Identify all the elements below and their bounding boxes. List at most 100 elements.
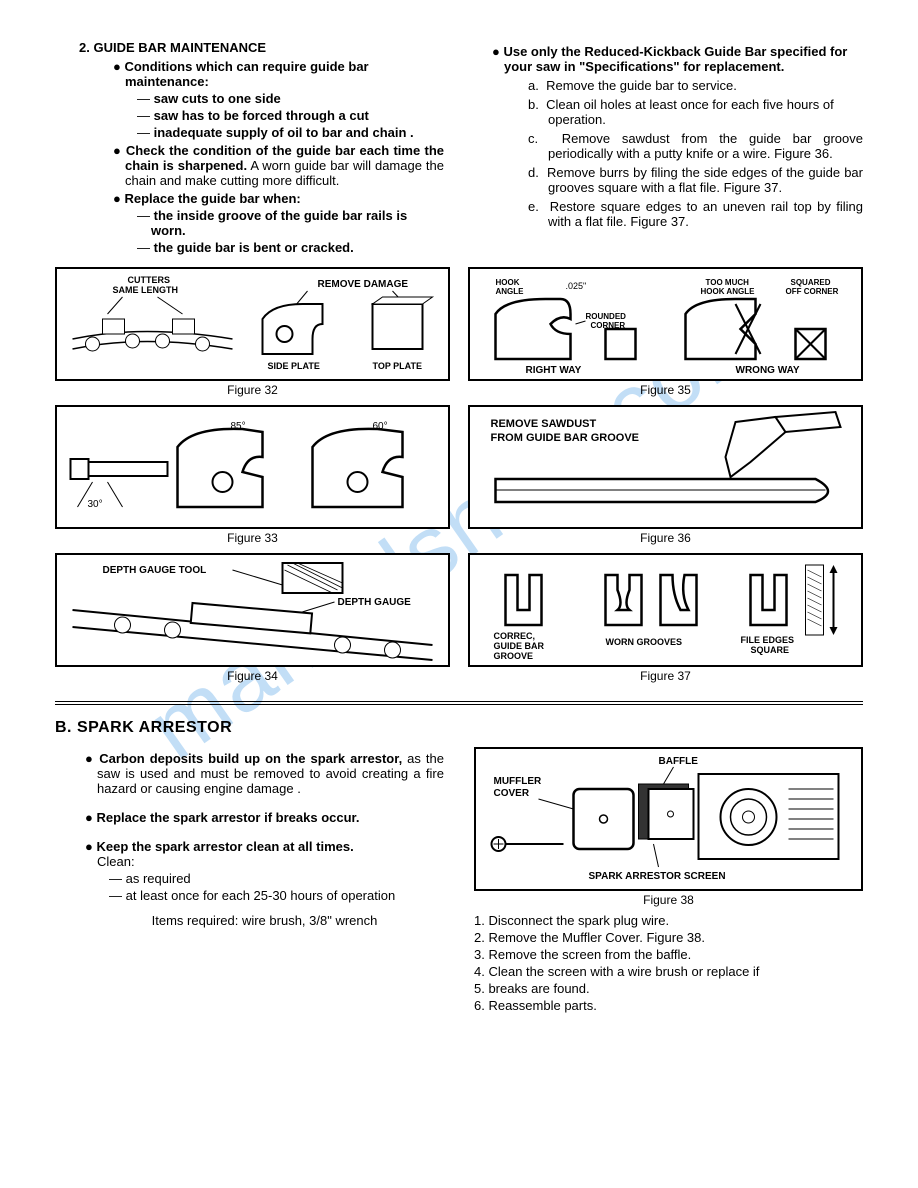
- figure-36-box: REMOVE SAWDUST FROM GUIDE BAR GROOVE: [468, 405, 863, 529]
- svg-text:GUIDE BAR: GUIDE BAR: [494, 641, 545, 651]
- figure-36-caption: Figure 36: [468, 531, 863, 545]
- svg-text:REMOVE DAMAGE: REMOVE DAMAGE: [318, 279, 409, 290]
- alpha-text: Remove burrs by filing the side edges of…: [547, 165, 863, 195]
- dash-text: the guide bar is bent or cracked.: [154, 240, 354, 255]
- dash-text: saw has to be forced through a cut: [154, 108, 369, 123]
- figure-32-caption: Figure 32: [55, 383, 450, 397]
- bullet-replace-lead: Replace the guide bar when:: [124, 191, 300, 206]
- svg-text:30°: 30°: [88, 499, 103, 510]
- step-b: b. Clean oil holes at least once for eac…: [528, 97, 863, 127]
- figure-row-3: DEPTH GAUGE TOOL DEPTH GAUGE Figure 34: [55, 553, 863, 683]
- section-2-title: GUIDE BAR MAINTENANCE: [93, 40, 266, 55]
- section-b-prefix: B.: [55, 719, 72, 736]
- alpha-text: Remove the guide bar to service.: [546, 78, 737, 93]
- svg-text:GROOVE: GROOVE: [494, 651, 534, 661]
- bullet-keep-clean: Keep the spark arrestor clean at all tim…: [85, 839, 444, 903]
- replace-arrestor-text: Replace the spark arrestor if breaks occ…: [96, 810, 359, 825]
- step-4: 4. Clean the screen with a wire brush or…: [474, 964, 863, 979]
- svg-text:SPARK ARRESTOR SCREEN: SPARK ARRESTOR SCREEN: [589, 871, 726, 882]
- bullet-replace-arrestor: Replace the spark arrestor if breaks occ…: [85, 810, 444, 825]
- figure-34-box: DEPTH GAUGE TOOL DEPTH GAUGE: [55, 553, 450, 667]
- step-c: c. Remove sawdust from the guide bar gro…: [528, 131, 863, 161]
- bullet-carbon: Carbon deposits build up on the spark ar…: [85, 751, 444, 796]
- dash-text: the inside groove of the guide bar rails…: [151, 208, 407, 238]
- svg-text:FILE EDGES: FILE EDGES: [741, 635, 795, 645]
- dash-groove-worn: the inside groove of the guide bar rails…: [137, 208, 444, 238]
- svg-text:FROM GUIDE BAR GROOVE: FROM GUIDE BAR GROOVE: [491, 432, 640, 444]
- svg-text:DEPTH GAUGE TOOL: DEPTH GAUGE TOOL: [103, 565, 207, 576]
- dash-text: at least once for each 25-30 hours of op…: [126, 888, 396, 903]
- page-content: 2. GUIDE BAR MAINTENANCE Conditions whic…: [55, 40, 863, 1017]
- bullet-check: Check the condition of the guide bar eac…: [113, 143, 444, 188]
- figure-35-svg: HOOKANGLE .025" TOO MUCHHOOK ANGLE SQUAR…: [470, 269, 861, 379]
- figure-33-svg: 85° 30° 60°: [57, 407, 448, 527]
- section-2-left: 2. GUIDE BAR MAINTENANCE Conditions whic…: [55, 40, 444, 259]
- svg-text:REMOVE SAWDUST: REMOVE SAWDUST: [491, 418, 597, 430]
- dash-text: saw cuts to one side: [154, 91, 281, 106]
- svg-text:SQUAREDOFF CORNER: SQUAREDOFF CORNER: [786, 278, 839, 296]
- section-b-title: SPARK ARRESTOR: [77, 719, 232, 736]
- svg-text:WRONG WAY: WRONG WAY: [736, 365, 800, 376]
- dash-text: inadequate supply of oil to bar and chai…: [154, 125, 414, 140]
- svg-text:CUTTERSSAME LENGTH: CUTTERSSAME LENGTH: [113, 275, 179, 295]
- alpha-text: Clean oil holes at least once for each f…: [546, 97, 834, 127]
- svg-text:60°: 60°: [373, 421, 388, 432]
- figure-36-svg: REMOVE SAWDUST FROM GUIDE BAR GROOVE: [470, 407, 861, 527]
- figure-37-caption: Figure 37: [468, 669, 863, 683]
- alpha-text: Restore square edges to an uneven rail t…: [548, 199, 863, 229]
- figure-33-box: 85° 30° 60°: [55, 405, 450, 529]
- section-b-columns: Carbon deposits build up on the spark ar…: [55, 747, 863, 1017]
- dash-25-30: at least once for each 25-30 hours of op…: [109, 888, 444, 903]
- section-2-left-bullets: Conditions which can require guide bar m…: [55, 59, 444, 255]
- figure-37-svg: CORREC, GUIDE BAR GROOVE WORN GROOVES FI…: [470, 555, 861, 665]
- alpha-letter: d.: [528, 165, 539, 180]
- dash-forced: saw has to be forced through a cut: [137, 108, 444, 123]
- step-e: e. Restore square edges to an uneven rai…: [528, 199, 863, 229]
- step-3: 3. Remove the screen from the baffle.: [474, 947, 863, 962]
- section-b-right: BAFFLE MUFFLER COVER: [474, 747, 863, 1017]
- bullet-replace: Replace the guide bar when: the inside g…: [113, 191, 444, 255]
- use-only-text: Use only the Reduced-Kickback Guide Bar …: [503, 44, 847, 74]
- svg-text:MUFFLER: MUFFLER: [494, 776, 543, 787]
- step-1: 1. Disconnect the spark plug wire.: [474, 913, 863, 928]
- figure-38-box: BAFFLE MUFFLER COVER: [474, 747, 863, 891]
- figure-32-svg: CUTTERSSAME LENGTH REMOVE DAMAGE SID: [57, 269, 448, 379]
- section-b-bullets: Carbon deposits build up on the spark ar…: [55, 751, 444, 903]
- step-2: 2. Remove the Muffler Cover. Figure 38.: [474, 930, 863, 945]
- svg-text:DEPTH GAUGE: DEPTH GAUGE: [338, 597, 412, 608]
- bullet-conditions: Conditions which can require guide bar m…: [113, 59, 444, 140]
- dash-bent: the guide bar is bent or cracked.: [137, 240, 444, 255]
- figure-35-caption: Figure 35: [468, 383, 863, 397]
- figure-38-caption: Figure 38: [474, 893, 863, 907]
- carbon-bold: Carbon deposits build up on the spark ar…: [99, 751, 402, 766]
- step-5: 5. breaks are found.: [474, 981, 863, 996]
- section-2-right-bullets: Use only the Reduced-Kickback Guide Bar …: [474, 44, 863, 229]
- keep-clean-plain: Clean:: [97, 854, 135, 869]
- alpha-steps: a. Remove the guide bar to service. b. C…: [504, 78, 863, 229]
- figure-38-svg: BAFFLE MUFFLER COVER: [476, 749, 861, 889]
- section-divider: [55, 701, 863, 705]
- svg-text:TOP PLATE: TOP PLATE: [373, 361, 423, 371]
- alpha-letter: e.: [528, 199, 539, 214]
- svg-text:WORN GROOVES: WORN GROOVES: [606, 637, 683, 647]
- figure-34-svg: DEPTH GAUGE TOOL DEPTH GAUGE: [57, 555, 448, 665]
- items-required: Items required: wire brush, 3/8" wrench: [55, 913, 444, 928]
- clean-dashes: as required at least once for each 25-30…: [97, 871, 444, 903]
- svg-text:COVER: COVER: [494, 788, 530, 799]
- figure-row-1: CUTTERSSAME LENGTH REMOVE DAMAGE SID: [55, 267, 863, 397]
- dash-as-required: as required: [109, 871, 444, 886]
- bullet-conditions-lead: Conditions which can require guide bar m…: [124, 59, 368, 89]
- step-a: a. Remove the guide bar to service.: [528, 78, 863, 93]
- section-2-num: 2.: [79, 40, 90, 55]
- replace-dashes: the inside groove of the guide bar rails…: [125, 208, 444, 255]
- svg-text:SIDE PLATE: SIDE PLATE: [268, 361, 320, 371]
- section-b-left: Carbon deposits build up on the spark ar…: [55, 747, 444, 1017]
- figure-33-caption: Figure 33: [55, 531, 450, 545]
- dash-cuts-side: saw cuts to one side: [137, 91, 444, 106]
- figure-37-box: CORREC, GUIDE BAR GROOVE WORN GROOVES FI…: [468, 553, 863, 667]
- dash-text: as required: [126, 871, 191, 886]
- section-b-heading: B. SPARK ARRESTOR: [55, 719, 863, 737]
- figure-35-box: HOOKANGLE .025" TOO MUCHHOOK ANGLE SQUAR…: [468, 267, 863, 381]
- section-2-right: Use only the Reduced-Kickback Guide Bar …: [474, 40, 863, 259]
- keep-clean-bold: Keep the spark arrestor clean at all tim…: [96, 839, 353, 854]
